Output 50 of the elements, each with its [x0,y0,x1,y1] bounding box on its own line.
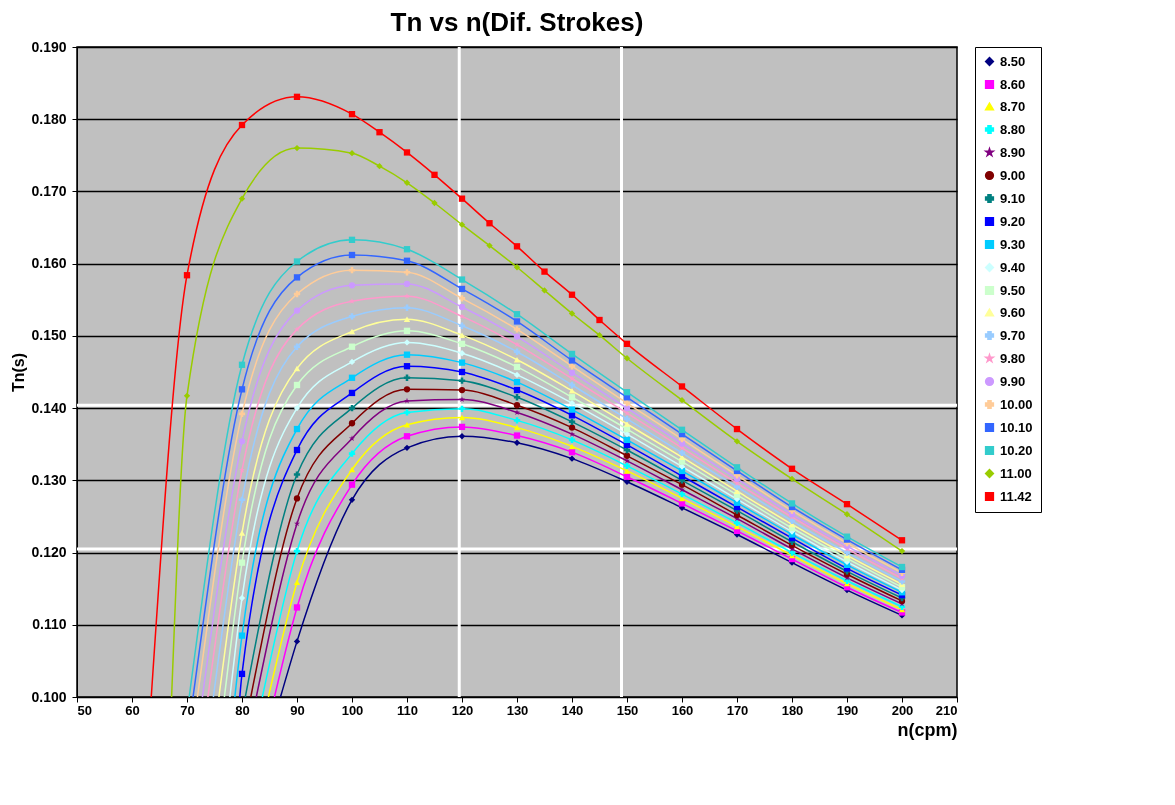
x-tick-label: 100 [341,702,364,718]
y-tick-label: 0.180 [31,110,67,127]
y-tick-label: 0.170 [31,182,67,199]
y-tick-label: 0.160 [31,255,67,272]
y-tick-label: 0.110 [32,616,67,633]
legend-label: 9.20 [1000,213,1026,229]
legend-label: 8.70 [1000,98,1026,114]
legend-label: 9.60 [1000,304,1026,320]
legend-label: 10.20 [1000,442,1033,458]
legend-label: 8.50 [1000,53,1026,69]
x-tick-label: 200 [891,702,914,718]
legend-label: 9.90 [1000,373,1026,389]
chart-title: Tn vs n(Dif. Strokes) [390,7,644,37]
legend-label: 9.00 [1000,167,1026,183]
legend-label: 9.40 [1000,259,1026,275]
legend-label: 10.10 [1000,419,1033,435]
legend-label: 11.42 [1000,488,1032,504]
legend-label: 9.50 [1000,282,1026,298]
x-tick-label: 90 [290,702,305,718]
legend-label: 10.00 [1000,396,1033,412]
legend-label: 8.60 [1000,76,1026,92]
legend-label: 8.90 [1000,144,1026,160]
x-tick-label: 110 [397,702,418,718]
legend-label: 9.10 [1000,190,1026,206]
x-tick-label: 140 [561,702,584,718]
x-tick-label: 70 [180,702,195,718]
x-tick-label: 170 [726,702,749,718]
y-tick-label: 0.130 [31,471,67,488]
y-axis-title: Tn(s) [10,352,28,393]
legend-label: 9.30 [1000,236,1026,252]
y-tick-label: 0.150 [31,327,67,344]
legend-label: 9.80 [1000,350,1026,366]
x-tick-label: 210 [935,702,958,718]
x-tick-label: 60 [125,702,140,718]
x-tick-label: 150 [616,702,639,718]
y-tick-label: 0.190 [31,38,67,55]
legend-label: 9.70 [1000,327,1026,343]
x-tick-label: 80 [235,702,250,718]
y-tick-label: 0.100 [31,688,67,705]
x-axis-title: n(cpm) [897,719,958,740]
x-tick-label: 180 [781,702,804,718]
x-tick-label: 130 [506,702,529,718]
legend-label: 11.00 [1000,465,1032,481]
legend-label: 8.80 [1000,121,1026,137]
x-tick-label: 120 [451,702,474,718]
y-tick-label: 0.120 [31,544,67,561]
x-tick-label: 50 [77,702,92,718]
x-tick-label: 190 [836,702,859,718]
x-tick-label: 160 [671,702,694,718]
y-tick-label: 0.140 [31,399,67,416]
